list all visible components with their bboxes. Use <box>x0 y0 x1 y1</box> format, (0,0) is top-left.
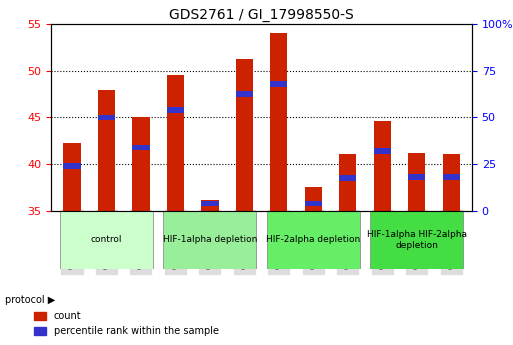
Bar <box>236 91 253 97</box>
Bar <box>305 200 322 206</box>
Text: HIF-1alpha HIF-2alpha
depletion: HIF-1alpha HIF-2alpha depletion <box>367 230 467 250</box>
Bar <box>339 175 357 181</box>
Bar <box>270 33 287 211</box>
Bar <box>408 153 425 211</box>
Bar <box>167 76 184 211</box>
Bar <box>167 107 184 113</box>
Text: HIF-1alpha depletion: HIF-1alpha depletion <box>163 235 257 245</box>
Bar <box>64 143 81 211</box>
Bar <box>201 199 219 211</box>
Bar <box>305 187 322 211</box>
Bar <box>443 174 460 180</box>
Bar <box>201 200 219 206</box>
Text: protocol ▶: protocol ▶ <box>5 295 55 305</box>
FancyBboxPatch shape <box>370 211 463 269</box>
Bar <box>98 90 115 211</box>
Bar <box>408 174 425 180</box>
FancyBboxPatch shape <box>60 211 153 269</box>
Bar <box>443 154 460 211</box>
Legend: count, percentile rank within the sample: count, percentile rank within the sample <box>30 307 223 340</box>
Bar <box>236 59 253 211</box>
Bar <box>132 145 150 150</box>
Text: control: control <box>91 235 122 245</box>
Bar <box>132 117 150 211</box>
FancyBboxPatch shape <box>163 211 256 269</box>
FancyBboxPatch shape <box>267 211 360 269</box>
Bar <box>373 121 391 211</box>
Bar <box>270 81 287 87</box>
Bar <box>98 115 115 120</box>
Bar <box>339 154 357 211</box>
Title: GDS2761 / GI_17998550-S: GDS2761 / GI_17998550-S <box>169 8 354 22</box>
Bar <box>64 163 81 169</box>
Bar <box>373 148 391 154</box>
Text: HIF-2alpha depletion: HIF-2alpha depletion <box>266 235 361 245</box>
